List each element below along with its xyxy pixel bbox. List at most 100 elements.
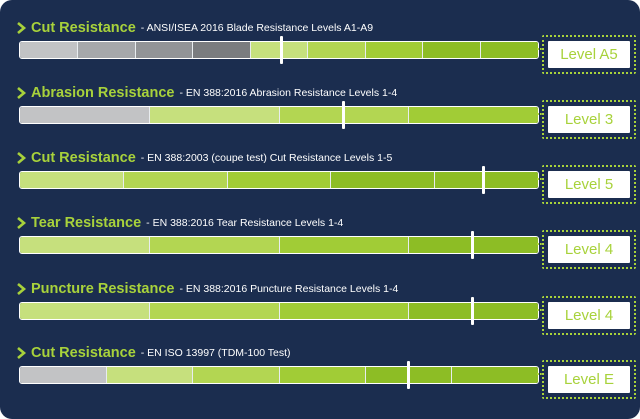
segment-divider: [149, 237, 150, 253]
rating-description: - EN 388:2016 Tear Resistance Levels 1-4: [146, 217, 344, 229]
level-segment: [149, 237, 280, 253]
level-connector: [537, 373, 542, 375]
level-segment: [434, 172, 538, 188]
level-marker: [406, 361, 410, 389]
segment-divider: [192, 367, 194, 383]
rating-heading: Tear Resistance - EN 388:2016 Tear Resist…: [16, 213, 343, 233]
chevron-right-icon: [16, 216, 27, 230]
level-marker: [481, 166, 485, 194]
segment-divider: [479, 42, 481, 58]
level-segment: [20, 237, 150, 253]
segment-divider: [249, 42, 251, 58]
level-segment: [20, 172, 124, 188]
segment-divider: [408, 303, 409, 319]
level-segment: [149, 107, 280, 123]
segment-divider: [433, 172, 435, 188]
segment-divider: [77, 42, 79, 58]
level-segment: [279, 303, 409, 319]
level-badge: Level A5: [542, 35, 636, 74]
segment-divider: [307, 42, 309, 58]
rating-description: - EN 388:2016 Abrasion Resistance Levels…: [179, 87, 398, 99]
level-connector: [537, 48, 542, 50]
level-segment: [192, 367, 280, 383]
segment-divider: [105, 367, 107, 383]
rating-title: Cut Resistance: [31, 20, 136, 36]
level-badge: Level E: [542, 360, 636, 399]
level-bar: [19, 236, 539, 254]
level-segment: [20, 303, 150, 319]
level-segment: [149, 303, 280, 319]
segment-divider: [422, 42, 424, 58]
chevron-right-icon: [16, 346, 27, 360]
rating-heading: Puncture Resistance - EN 388:2016 Punctur…: [16, 279, 398, 299]
level-segment: [408, 107, 538, 123]
segment-divider: [192, 42, 194, 58]
level-segment: [250, 42, 309, 58]
rating-heading: Abrasion Resistance - EN 388:2016 Abrasio…: [16, 83, 397, 103]
level-segment: [279, 367, 366, 383]
level-bar: [19, 366, 539, 384]
segment-divider: [451, 367, 453, 383]
level-segment: [330, 172, 435, 188]
segment-divider: [364, 42, 366, 58]
level-segment: [480, 42, 538, 58]
level-segment: [279, 237, 409, 253]
level-label: Level 3: [548, 106, 630, 133]
level-label: Level 5: [548, 171, 630, 198]
segment-divider: [278, 107, 280, 123]
rating-title: Abrasion Resistance: [31, 85, 175, 101]
rating-row: Cut Resistance - ANSI/ISEA 2016 Blade Res…: [0, 18, 640, 82]
level-label: Level A5: [548, 41, 630, 68]
level-connector: [537, 113, 542, 115]
level-segment: [77, 42, 136, 58]
level-bar: [19, 171, 539, 189]
level-badge: Level 4: [542, 296, 636, 335]
level-segment: [422, 42, 481, 58]
rating-heading: Cut Resistance - ANSI/ISEA 2016 Blade Res…: [16, 18, 373, 38]
rating-row: Cut Resistance - EN ISO 13997 (TDM-100 Te…: [0, 343, 640, 407]
segment-divider: [330, 172, 332, 188]
level-badge: Level 5: [542, 165, 636, 204]
level-bar: [19, 302, 539, 320]
level-marker: [471, 231, 475, 259]
rating-title: Cut Resistance: [31, 345, 136, 361]
chevron-right-icon: [16, 86, 27, 100]
rating-title: Cut Resistance: [31, 150, 136, 166]
segment-divider: [364, 367, 366, 383]
level-segment: [365, 42, 424, 58]
level-connector: [537, 309, 542, 311]
level-segment: [451, 367, 538, 383]
segment-divider: [278, 367, 280, 383]
rating-title: Puncture Resistance: [31, 281, 175, 297]
segment-divider: [408, 237, 409, 253]
rating-heading: Cut Resistance - EN 388:2003 (coupe test)…: [16, 148, 392, 168]
level-segment: [20, 42, 78, 58]
level-connector: [537, 178, 542, 180]
level-badge: Level 3: [542, 100, 636, 139]
level-connector: [537, 243, 542, 245]
level-segment: [227, 172, 332, 188]
level-segment: [20, 107, 150, 123]
segment-divider: [226, 172, 228, 188]
segment-divider: [149, 303, 150, 319]
level-bar: [19, 106, 539, 124]
rating-description: - EN ISO 13997 (TDM-100 Test): [140, 347, 291, 359]
level-label: Level E: [548, 366, 630, 393]
segment-divider: [278, 237, 280, 253]
level-badge: Level 4: [542, 230, 636, 269]
segment-divider: [123, 172, 125, 188]
level-segment: [192, 42, 251, 58]
segment-divider: [278, 303, 280, 319]
level-segment: [307, 42, 366, 58]
rating-description: - EN 388:2003 (coupe test) Cut Resistanc…: [140, 152, 393, 164]
chevron-right-icon: [16, 21, 27, 35]
rating-row: Puncture Resistance - EN 388:2016 Punctur…: [0, 279, 640, 343]
level-segment: [123, 172, 228, 188]
level-label: Level 4: [548, 236, 630, 263]
level-label: Level 4: [548, 302, 630, 329]
rating-title: Tear Resistance: [31, 215, 142, 231]
level-marker: [471, 297, 475, 325]
level-segment: [135, 42, 194, 58]
chevron-right-icon: [16, 282, 27, 296]
